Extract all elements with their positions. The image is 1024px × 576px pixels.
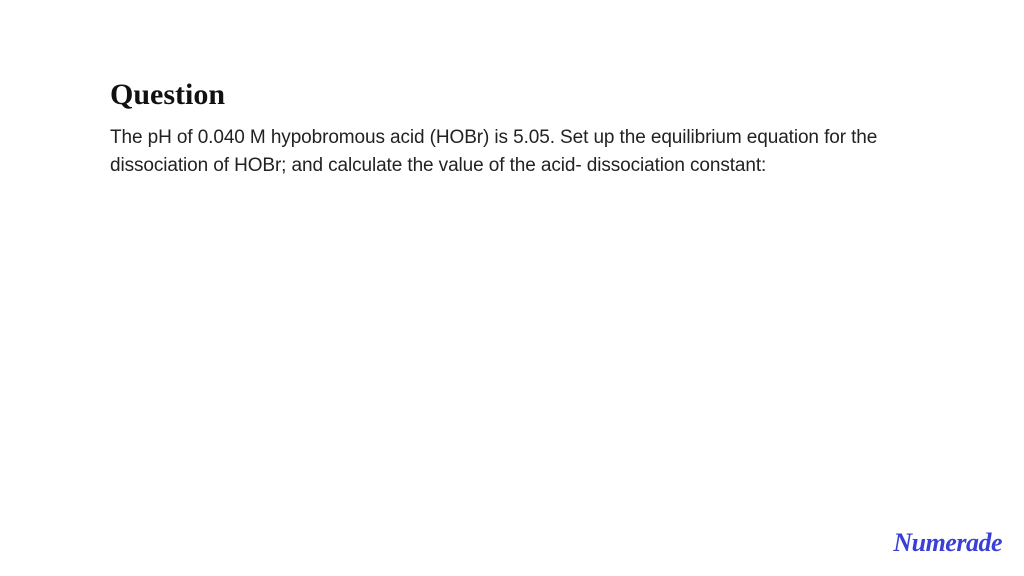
brand-logo: Numerade [893, 528, 1002, 558]
question-block: Question The pH of 0.040 M hypobromous a… [0, 0, 1024, 179]
question-heading: Question [110, 78, 914, 112]
question-body: The pH of 0.040 M hypobromous acid (HOBr… [110, 124, 914, 179]
